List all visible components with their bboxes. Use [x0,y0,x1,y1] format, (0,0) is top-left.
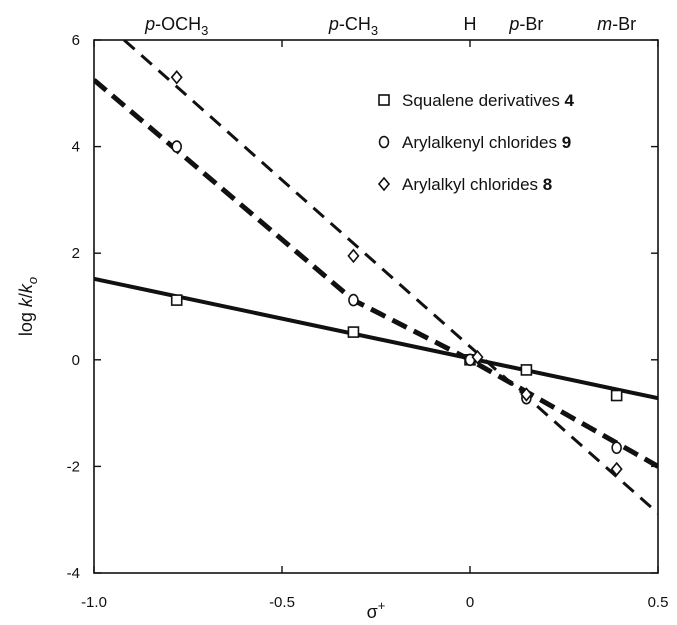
substituent-label: m-Br [597,14,636,34]
diamond-marker [610,461,623,477]
y-tick-label: 0 [72,352,80,369]
substituent-subscript: 3 [371,23,378,38]
substituent-label: H [464,14,477,34]
substituent-prefix: p [144,14,155,34]
x-axis-title-symbol: σ [367,602,378,622]
legend-compound-number: 9 [562,133,571,152]
y-tick-label: 4 [72,139,80,156]
y-tick-label: 6 [72,32,80,49]
legend-series-name: Arylalkyl chlorides [402,175,543,194]
y-axis-title-part: log [16,307,36,336]
fit-lines [94,40,658,515]
data-points [170,70,623,477]
substituent-prefix: p [328,14,339,34]
circle-marker [611,441,622,455]
square-marker [520,364,533,376]
legend-diamond-icon [377,176,391,192]
substituent-label: p-CH3 [328,14,378,38]
x-tick-label: 0 [466,594,474,611]
legend-compound-number: 8 [543,175,552,194]
x-axis-title-superscript: + [378,598,386,613]
diamond-marker [170,70,183,85]
diamond-marker [471,349,484,365]
substituent-subscript: 3 [201,23,208,38]
substituent-prefix: m [597,14,612,34]
legend-label: Arylalkyl chlorides 8 [402,175,552,194]
y-axis-ticks: -4 -2 0 2 4 6 [67,32,658,582]
substituent-name: -CH [339,14,371,34]
x-axis-title: σ+ [367,598,386,622]
y-axis-title: log k/ko [16,277,40,336]
substituent-name: -Br [519,14,543,34]
diamond-marker [520,387,533,402]
substituent-name: -OCH [155,14,201,34]
legend-label: Squalene derivatives 4 [402,91,575,110]
substituent-label: p-Br [508,14,543,34]
y-tick-label: 2 [72,245,80,262]
circle-marker [171,140,183,153]
fit-line [94,78,658,469]
y-tick-label: -4 [67,565,80,582]
substituent-label: p-OCH3 [144,14,208,38]
legend: Squalene derivatives 4 Arylalkenyl chlori… [377,91,575,194]
y-axis-title-part: k [16,297,36,307]
x-tick-label: -1.0 [81,594,107,611]
y-axis-title-part: k [16,283,36,293]
fit-line [94,276,658,401]
x-axis-ticks: -1.0 -0.5 0 0.5 [81,40,668,611]
y-axis-title-subscript: o [25,277,40,284]
y-tick-label: -2 [67,458,80,475]
x-tick-label: 0.5 [648,594,669,611]
fit-line [123,40,658,515]
square-marker [347,326,360,338]
substituent-name: H [464,14,477,34]
y-axis-title-part: / [16,293,36,298]
plot-frame [93,39,659,574]
legend-series-name: Squalene derivatives [402,91,565,110]
diamond-marker [347,248,360,264]
square-marker [610,389,623,402]
substituent-name: -Br [612,14,636,34]
x-tick-label: -0.5 [269,594,295,611]
legend-circle-icon [378,135,390,149]
legend-square-icon [378,94,390,106]
square-marker [170,294,183,306]
circle-marker [348,293,359,307]
substituent-prefix: p [508,14,519,34]
legend-compound-number: 4 [565,91,575,110]
legend-label: Arylalkenyl chlorides 9 [402,133,571,152]
legend-series-name: Arylalkenyl chlorides [402,133,562,152]
